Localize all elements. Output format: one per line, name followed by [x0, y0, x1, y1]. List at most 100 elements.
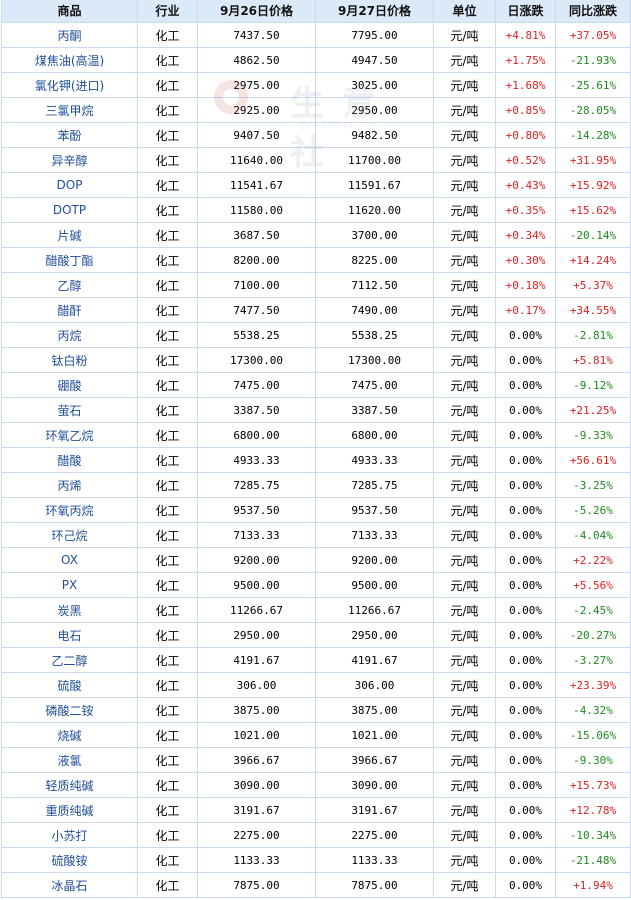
commodity-name-link[interactable]: 萤石 — [1, 397, 138, 423]
industry-cell: 化工 — [137, 822, 198, 848]
price-sep26-cell: 306.00 — [197, 672, 316, 698]
commodity-name-link[interactable]: 片碱 — [1, 222, 138, 248]
commodity-name-link[interactable]: 苯酚 — [1, 122, 138, 148]
header-commodity: 商品 — [1, 0, 138, 23]
unit-cell: 元/吨 — [433, 422, 496, 448]
commodity-name-link[interactable]: DOP — [1, 172, 138, 198]
commodity-name-link[interactable]: 轻质纯碱 — [1, 772, 138, 798]
daily-change-cell: 0.00% — [495, 547, 556, 573]
commodity-name-link[interactable]: PX — [1, 572, 138, 598]
price-sep27-cell: 3090.00 — [315, 772, 434, 798]
unit-cell: 元/吨 — [433, 372, 496, 398]
table-row: 环氧丙烷 化工 9537.50 9537.50 元/吨 0.00% -5.26% — [1, 497, 631, 523]
daily-change-cell: +0.52% — [495, 147, 556, 173]
industry-cell: 化工 — [137, 497, 198, 523]
price-sep26-cell: 8200.00 — [197, 247, 316, 273]
commodity-name-link[interactable]: 氯化钾(进口) — [1, 72, 138, 98]
commodity-name-link[interactable]: 钛白粉 — [1, 347, 138, 373]
unit-cell: 元/吨 — [433, 322, 496, 348]
industry-cell: 化工 — [137, 147, 198, 173]
daily-change-cell: 0.00% — [495, 372, 556, 398]
yoy-change-cell: +15.92% — [555, 172, 631, 198]
commodity-name-link[interactable]: 液氯 — [1, 747, 138, 773]
unit-cell: 元/吨 — [433, 197, 496, 223]
daily-change-cell: +0.43% — [495, 172, 556, 198]
industry-cell: 化工 — [137, 847, 198, 873]
commodity-name-link[interactable]: 丙烯 — [1, 472, 138, 498]
industry-cell: 化工 — [137, 772, 198, 798]
commodity-name-link[interactable]: OX — [1, 547, 138, 573]
commodity-name-link[interactable]: 电石 — [1, 622, 138, 648]
commodity-name-link[interactable]: 炭黑 — [1, 597, 138, 623]
industry-cell: 化工 — [137, 372, 198, 398]
unit-cell: 元/吨 — [433, 622, 496, 648]
commodity-name-link[interactable]: 三氯甲烷 — [1, 97, 138, 123]
daily-change-cell: 0.00% — [495, 872, 556, 898]
price-sep27-cell: 9482.50 — [315, 122, 434, 148]
commodity-name-link[interactable]: 醋酸丁酯 — [1, 247, 138, 273]
commodity-name-link[interactable]: 硫酸 — [1, 672, 138, 698]
price-sep26-cell: 3966.67 — [197, 747, 316, 773]
commodity-name-link[interactable]: 异辛醇 — [1, 147, 138, 173]
yoy-change-cell: -25.61% — [555, 72, 631, 98]
unit-cell: 元/吨 — [433, 497, 496, 523]
yoy-change-cell: +12.78% — [555, 797, 631, 823]
daily-change-cell: 0.00% — [495, 572, 556, 598]
yoy-change-cell: +5.81% — [555, 347, 631, 373]
unit-cell: 元/吨 — [433, 272, 496, 298]
commodity-name-link[interactable]: 小苏打 — [1, 822, 138, 848]
commodity-name-link[interactable]: 醋酐 — [1, 297, 138, 323]
daily-change-cell: 0.00% — [495, 597, 556, 623]
commodity-name-link[interactable]: 环氧乙烷 — [1, 422, 138, 448]
table-row: 醋酸 化工 4933.33 4933.33 元/吨 0.00% +56.61% — [1, 447, 631, 473]
commodity-name-link[interactable]: 重质纯碱 — [1, 797, 138, 823]
unit-cell: 元/吨 — [433, 397, 496, 423]
commodity-name-link[interactable]: 乙二醇 — [1, 647, 138, 673]
commodity-name-link[interactable]: 丙烷 — [1, 322, 138, 348]
commodity-name-link[interactable]: 环己烷 — [1, 522, 138, 548]
table-row: 小苏打 化工 2275.00 2275.00 元/吨 0.00% -10.34% — [1, 822, 631, 848]
daily-change-cell: +0.85% — [495, 97, 556, 123]
table-row: 片碱 化工 3687.50 3700.00 元/吨 +0.34% -20.14% — [1, 222, 631, 248]
price-sep27-cell: 3387.50 — [315, 397, 434, 423]
commodity-name-link[interactable]: 煤焦油(高温) — [1, 47, 138, 73]
commodity-name-link[interactable]: 烧碱 — [1, 722, 138, 748]
yoy-change-cell: -21.93% — [555, 47, 631, 73]
price-sep26-cell: 11541.67 — [197, 172, 316, 198]
unit-cell: 元/吨 — [433, 22, 496, 48]
daily-change-cell: 0.00% — [495, 522, 556, 548]
unit-cell: 元/吨 — [433, 647, 496, 673]
commodity-name-link[interactable]: 丙酮 — [1, 22, 138, 48]
price-sep27-cell: 3191.67 — [315, 797, 434, 823]
price-sep27-cell: 7875.00 — [315, 872, 434, 898]
unit-cell: 元/吨 — [433, 297, 496, 323]
commodity-name-link[interactable]: DOTP — [1, 197, 138, 223]
price-sep26-cell: 3090.00 — [197, 772, 316, 798]
price-sep26-cell: 3875.00 — [197, 697, 316, 723]
unit-cell: 元/吨 — [433, 597, 496, 623]
yoy-change-cell: +21.25% — [555, 397, 631, 423]
daily-change-cell: 0.00% — [495, 397, 556, 423]
price-sep26-cell: 9200.00 — [197, 547, 316, 573]
yoy-change-cell: -2.45% — [555, 597, 631, 623]
unit-cell: 元/吨 — [433, 547, 496, 573]
commodity-name-link[interactable]: 磷酸二铵 — [1, 697, 138, 723]
unit-cell: 元/吨 — [433, 72, 496, 98]
commodity-name-link[interactable]: 醋酸 — [1, 447, 138, 473]
yoy-change-cell: -9.33% — [555, 422, 631, 448]
industry-cell: 化工 — [137, 797, 198, 823]
unit-cell: 元/吨 — [433, 797, 496, 823]
commodity-name-link[interactable]: 环氧丙烷 — [1, 497, 138, 523]
header-yoy-change: 同比涨跌 — [555, 0, 631, 23]
daily-change-cell: +0.80% — [495, 122, 556, 148]
unit-cell: 元/吨 — [433, 697, 496, 723]
price-sep26-cell: 7100.00 — [197, 272, 316, 298]
commodity-name-link[interactable]: 冰晶石 — [1, 872, 138, 898]
unit-cell: 元/吨 — [433, 747, 496, 773]
industry-cell: 化工 — [137, 697, 198, 723]
commodity-name-link[interactable]: 硼酸 — [1, 372, 138, 398]
industry-cell: 化工 — [137, 547, 198, 573]
price-sep26-cell: 2275.00 — [197, 822, 316, 848]
commodity-name-link[interactable]: 乙醇 — [1, 272, 138, 298]
commodity-name-link[interactable]: 硫酸铵 — [1, 847, 138, 873]
